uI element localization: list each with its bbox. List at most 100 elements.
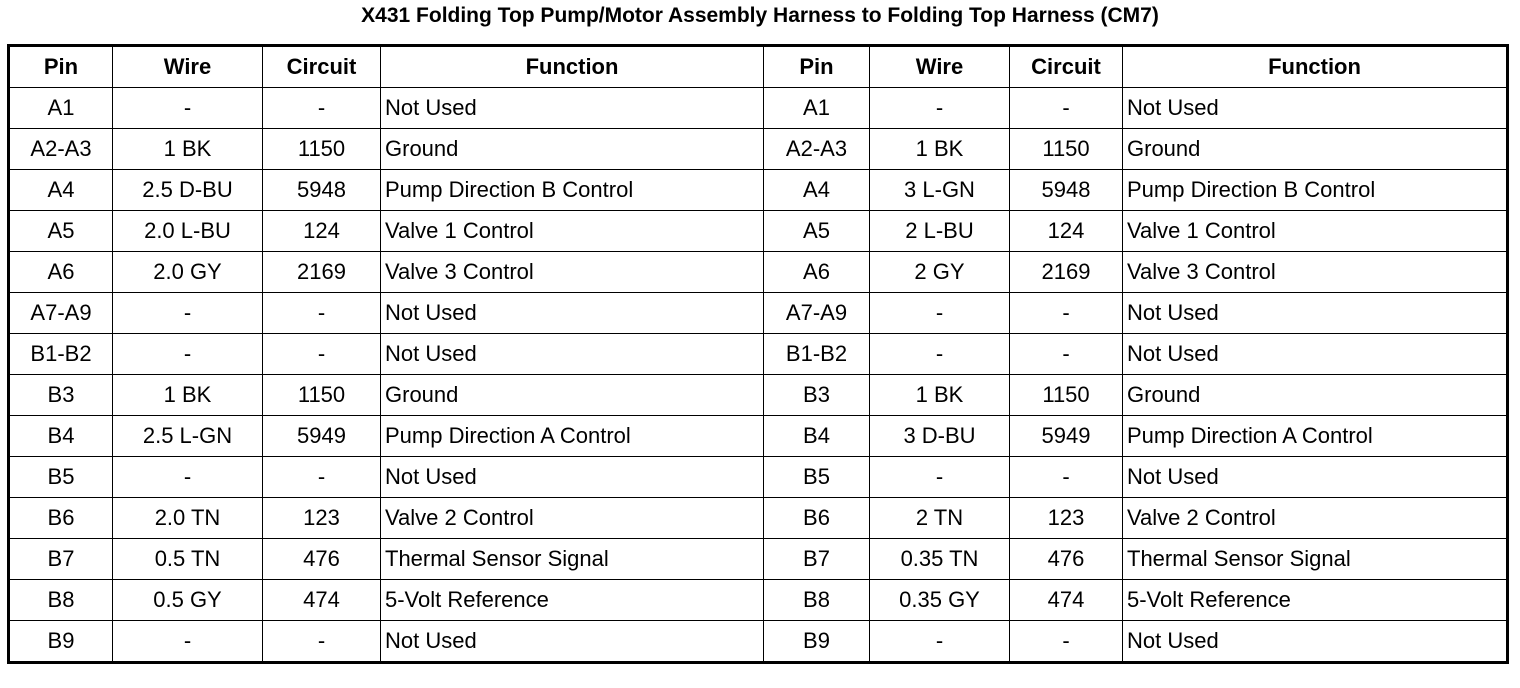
table-cell: A6 bbox=[8, 251, 113, 293]
table-row: B4 2.5 L-GN 5949 Pump Direction A Control B4… bbox=[8, 415, 1508, 457]
table-row: B3 1 BK 1150 Ground B3 1 BK 1150 Ground bbox=[8, 374, 1508, 416]
table-cell: A4 bbox=[763, 169, 870, 211]
table-cell: 5948 bbox=[1009, 169, 1123, 211]
table-cell: 1150 bbox=[1009, 128, 1123, 170]
table-cell: Pump Direction A Control bbox=[1122, 415, 1508, 457]
table-cell: - bbox=[262, 620, 381, 663]
table-cell: 1 BK bbox=[112, 374, 263, 416]
table-cell: A5 bbox=[763, 210, 870, 252]
header-cell: Pin bbox=[763, 45, 870, 88]
table-cell: 2 L-BU bbox=[869, 210, 1010, 252]
table-cell: Not Used bbox=[380, 333, 764, 375]
header-cell: Circuit bbox=[1009, 45, 1123, 88]
table-cell: A5 bbox=[8, 210, 113, 252]
table-row: A2-A3 1 BK 1150 Ground A2-A3 1 BK 1150 Ground bbox=[8, 128, 1508, 170]
table-cell: A7-A9 bbox=[763, 292, 870, 334]
table-cell: 2.0 TN bbox=[112, 497, 263, 539]
header-cell: Circuit bbox=[262, 45, 381, 88]
table-cell: 124 bbox=[262, 210, 381, 252]
table-cell: 476 bbox=[262, 538, 381, 580]
table-cell: B5 bbox=[8, 456, 113, 498]
table-cell: 124 bbox=[1009, 210, 1123, 252]
table-cell: Ground bbox=[1122, 128, 1508, 170]
table-cell: Pump Direction A Control bbox=[380, 415, 764, 457]
table-row: A7-A9- - Not Used A7-A9- - Not Used bbox=[8, 292, 1508, 334]
table-cell: Not Used bbox=[1122, 292, 1508, 334]
table-row: A6 2.0 GY 2169 Valve 3 Control A6 2 GY 2169 Val… bbox=[8, 251, 1508, 293]
table-cell: - bbox=[112, 620, 263, 663]
table-cell: B1-B2 bbox=[763, 333, 870, 375]
table-row: B8 0.5 GY 474 5-Volt Reference B8 0.35 GY 474 5… bbox=[8, 579, 1508, 621]
table-row: B1-B2- - Not Used B1-B2- - Not Used bbox=[8, 333, 1508, 375]
table-cell: Pump Direction B Control bbox=[380, 169, 764, 211]
table-cell: B3 bbox=[8, 374, 113, 416]
table-cell: - bbox=[869, 333, 1010, 375]
table-cell: Valve 3 Control bbox=[380, 251, 764, 293]
table-cell: Thermal Sensor Signal bbox=[1122, 538, 1508, 580]
table-cell: 5-Volt Reference bbox=[1122, 579, 1508, 621]
table-cell: 2.0 L-BU bbox=[112, 210, 263, 252]
table-cell: 2 TN bbox=[869, 497, 1010, 539]
table-cell: 474 bbox=[262, 579, 381, 621]
table-cell: Pump Direction B Control bbox=[1122, 169, 1508, 211]
table-cell: - bbox=[869, 456, 1010, 498]
table-cell: A7-A9 bbox=[8, 292, 113, 334]
table-cell: A4 bbox=[8, 169, 113, 211]
table-row: A1- - Not Used A1- - Not Used bbox=[8, 87, 1508, 129]
table-cell: B4 bbox=[763, 415, 870, 457]
table-cell: - bbox=[869, 87, 1010, 129]
table-cell: - bbox=[112, 87, 263, 129]
table-cell: Valve 2 Control bbox=[1122, 497, 1508, 539]
table-row: B5- - Not Used B5- - Not Used bbox=[8, 456, 1508, 498]
table-cell: 2.5 L-GN bbox=[112, 415, 263, 457]
table-cell: 5948 bbox=[262, 169, 381, 211]
header-cell: Pin bbox=[8, 45, 113, 88]
header-cell: Wire bbox=[869, 45, 1010, 88]
table-cell: A2-A3 bbox=[763, 128, 870, 170]
table-cell: 2.5 D-BU bbox=[112, 169, 263, 211]
table-cell: Not Used bbox=[380, 87, 764, 129]
table-cell: - bbox=[112, 333, 263, 375]
table-cell: 3 D-BU bbox=[869, 415, 1010, 457]
table-cell: - bbox=[262, 456, 381, 498]
table-cell: A1 bbox=[8, 87, 113, 129]
table-cell: 123 bbox=[1009, 497, 1123, 539]
table-cell: 1 BK bbox=[869, 128, 1010, 170]
table-cell: - bbox=[1009, 87, 1123, 129]
table-cell: - bbox=[869, 620, 1010, 663]
table-cell: Ground bbox=[380, 128, 764, 170]
table-cell: Not Used bbox=[380, 456, 764, 498]
table-cell: A1 bbox=[763, 87, 870, 129]
table-row: B7 0.5 TN 476 Thermal Sensor Signal B7 0.35 T… bbox=[8, 538, 1508, 580]
table-cell: B6 bbox=[763, 497, 870, 539]
table-cell: Ground bbox=[1122, 374, 1508, 416]
table-cell: B8 bbox=[8, 579, 113, 621]
table-cell: B5 bbox=[763, 456, 870, 498]
pinout-table: Pin Wire Circuit Function Pin Wire Circuit Func… bbox=[7, 44, 1509, 664]
table-cell: Not Used bbox=[1122, 620, 1508, 663]
table-cell: 474 bbox=[1009, 579, 1123, 621]
table-cell: 2 GY bbox=[869, 251, 1010, 293]
table-cell: 1 BK bbox=[869, 374, 1010, 416]
table-cell: B6 bbox=[8, 497, 113, 539]
table-cell: Ground bbox=[380, 374, 764, 416]
header-row: Pin Wire Circuit Function Pin Wire Circuit Func… bbox=[8, 45, 1508, 88]
table-cell: Not Used bbox=[1122, 456, 1508, 498]
table-cell: - bbox=[262, 87, 381, 129]
table-cell: B7 bbox=[763, 538, 870, 580]
title: X431 Folding Top Pump/Motor Assembly Har… bbox=[361, 4, 1159, 27]
table-cell: Valve 1 Control bbox=[1122, 210, 1508, 252]
table-cell: 0.5 TN bbox=[112, 538, 263, 580]
table-cell: B9 bbox=[8, 620, 113, 663]
table-cell: B8 bbox=[763, 579, 870, 621]
table-cell: B4 bbox=[8, 415, 113, 457]
table-cell: 5949 bbox=[262, 415, 381, 457]
table-cell: 2.0 GY bbox=[112, 251, 263, 293]
table-row: B6 2.0 TN 123 Valve 2 Control B6 2 TN 123 Valve… bbox=[8, 497, 1508, 539]
table-cell: - bbox=[262, 292, 381, 334]
table-cell: 0.5 GY bbox=[112, 579, 263, 621]
table-cell: Thermal Sensor Signal bbox=[380, 538, 764, 580]
table-cell: B9 bbox=[763, 620, 870, 663]
table-cell: 5-Volt Reference bbox=[380, 579, 764, 621]
table-cell: - bbox=[262, 333, 381, 375]
